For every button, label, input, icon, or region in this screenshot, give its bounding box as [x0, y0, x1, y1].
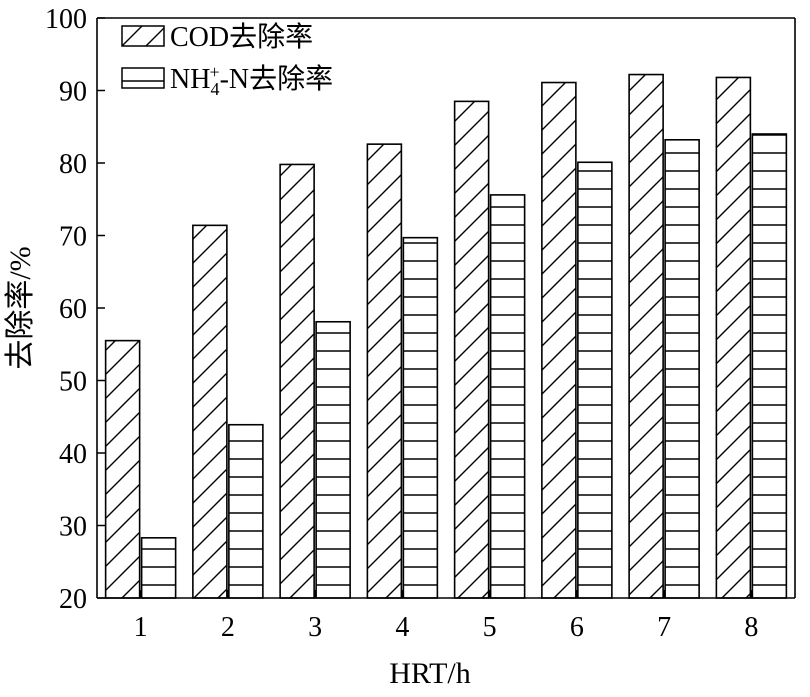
x-tick-label: 8: [744, 612, 758, 643]
legend-label-cod: COD去除率: [170, 21, 313, 53]
x-tick-label: 7: [657, 612, 671, 643]
nh4-bar-6: [577, 161, 613, 599]
plot-area: [104, 73, 788, 599]
nh4-bar-4: [402, 236, 439, 599]
legend-swatch-nh4: [121, 67, 165, 89]
nh4-bar-1: [140, 537, 177, 599]
nh4-bar-2: [228, 423, 264, 599]
legend: COD去除率 NH4+-N去除率: [121, 21, 333, 99]
nh4-bar-5: [489, 194, 526, 599]
nh4-bar-7: [664, 139, 700, 599]
y-tick-label: 90: [59, 77, 87, 108]
x-tick-label: 1: [134, 612, 148, 643]
x-ticks: 1 2 3 4 5 6 7 8: [134, 590, 758, 643]
y-ticks: 20 30 40 50 60 70 80 90 100: [45, 4, 105, 615]
y-axis-title: 去除率/%: [4, 246, 37, 369]
cod-bar-3: [279, 163, 315, 599]
cod-bar-6: [541, 81, 577, 599]
y-tick-label: 20: [59, 584, 87, 615]
x-tick-label: 2: [221, 612, 235, 643]
y-tick-label: 70: [59, 222, 87, 253]
cod-bar-7: [628, 73, 664, 599]
x-tick-label: 3: [308, 612, 322, 643]
cod-bar-1: [104, 339, 141, 599]
y-tick-label: 80: [59, 149, 87, 180]
y-tick-label: 30: [59, 512, 87, 543]
x-tick-label: 5: [483, 612, 497, 643]
legend-swatch-cod: [121, 25, 165, 47]
x-tick-label: 4: [395, 612, 409, 643]
cod-bar-2: [192, 224, 228, 599]
x-axis-title: HRT/h: [389, 657, 471, 690]
y-tick-label: 100: [45, 4, 87, 35]
y-tick-label: 50: [59, 367, 87, 398]
cod-bar-4: [366, 143, 403, 599]
nh4-bar-8: [751, 133, 788, 599]
x-tick-label: 6: [570, 612, 584, 643]
nh4-bar-3: [315, 320, 351, 599]
cod-bar-8: [715, 76, 752, 599]
y-tick-label: 60: [59, 294, 87, 325]
legend-label-nh4: NH4+-N去除率: [170, 62, 333, 99]
cod-bar-5: [453, 100, 490, 599]
y-tick-label: 40: [59, 439, 87, 470]
